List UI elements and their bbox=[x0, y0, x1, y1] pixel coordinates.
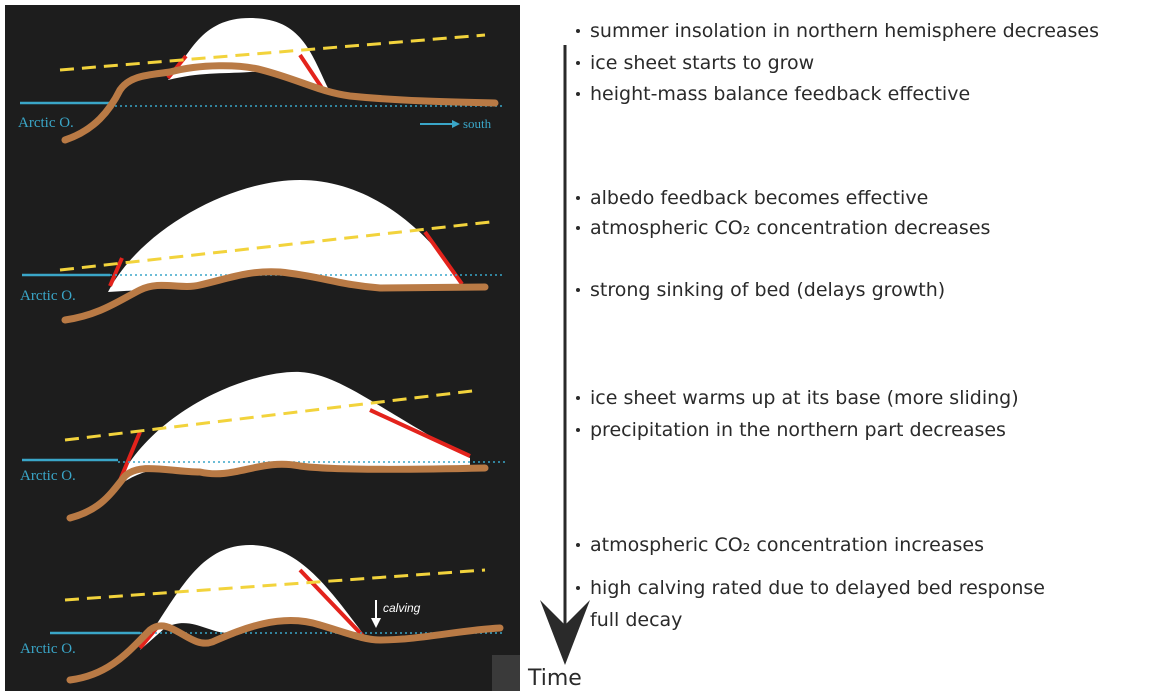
arrow-head bbox=[540, 600, 590, 665]
note-text: ice sheet starts to grow bbox=[590, 52, 814, 74]
bullet bbox=[576, 61, 580, 65]
ocean-label: Arctic O. bbox=[20, 641, 76, 657]
note-text: summer insolation in northern hemisphere… bbox=[590, 20, 1099, 42]
bullet bbox=[576, 396, 580, 400]
bullet bbox=[576, 586, 580, 590]
note-text: albedo feedback becomes effective bbox=[590, 187, 928, 209]
ocean-label: Arctic O. bbox=[20, 468, 76, 484]
bullet bbox=[576, 29, 580, 33]
bullet bbox=[576, 543, 580, 547]
direction-label: south bbox=[463, 116, 492, 131]
note-text: precipitation in the northern part decre… bbox=[590, 419, 1006, 441]
bullet bbox=[576, 288, 580, 292]
bullet bbox=[576, 196, 580, 200]
note-text: high calving rated due to delayed bed re… bbox=[590, 577, 1045, 599]
bullet bbox=[576, 428, 580, 432]
panel-2: Arctic O. bbox=[20, 180, 505, 324]
note-text: atmospheric CO₂ concentration increases bbox=[590, 534, 984, 556]
ocean-label: Arctic O. bbox=[20, 288, 76, 304]
panel-4: Arctic O. calving bbox=[20, 545, 505, 684]
panel-1: Arctic O. south bbox=[18, 18, 505, 144]
calving-label: calving bbox=[383, 601, 421, 615]
notes: summer insolation in northern hemisphere… bbox=[576, 20, 1099, 631]
panel-3: Arctic O. bbox=[20, 371, 505, 522]
axis-label: Time bbox=[527, 666, 582, 691]
note-text: full decay bbox=[590, 609, 682, 631]
bullet bbox=[576, 226, 580, 230]
note-text: height-mass balance feedback effective bbox=[590, 83, 970, 105]
ocean-label: Arctic O. bbox=[18, 115, 74, 131]
note-text: ice sheet warms up at its base (more sli… bbox=[590, 387, 1019, 409]
bullet bbox=[576, 92, 580, 96]
marker bbox=[492, 655, 520, 691]
note-text: atmospheric CO₂ concentration decreases bbox=[590, 217, 990, 239]
bullet bbox=[576, 618, 580, 622]
note-text: strong sinking of bed (delays growth) bbox=[590, 279, 945, 301]
